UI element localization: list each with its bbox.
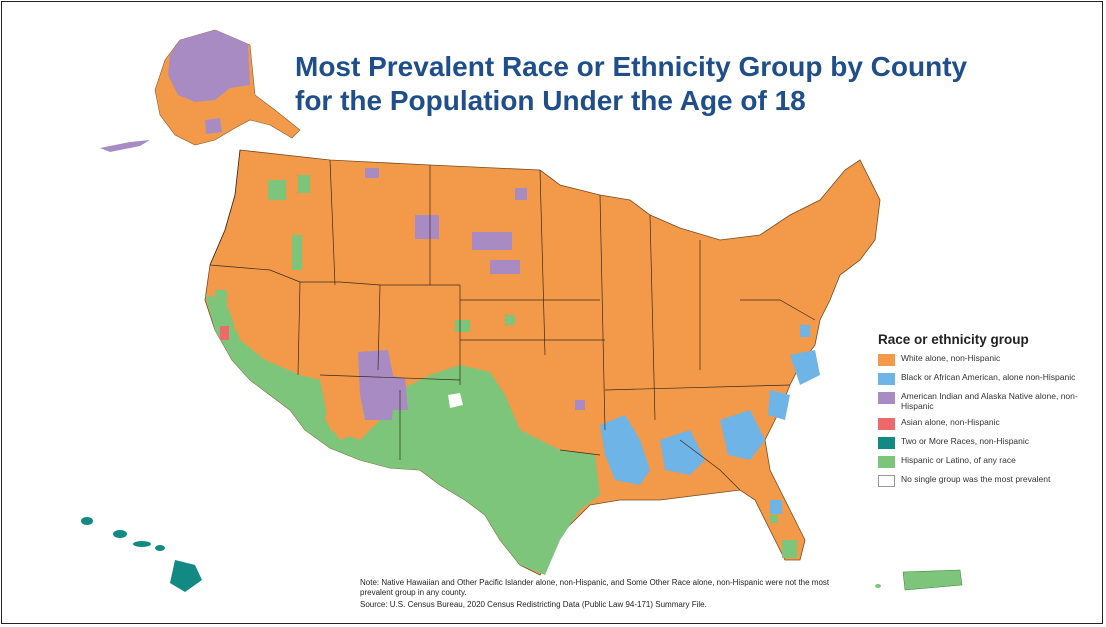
- legend-swatch-black: [878, 373, 895, 385]
- legend-label-two-or-more: Two or More Races, non-Hispanic: [901, 436, 1030, 446]
- legend-swatch-aian: [878, 392, 895, 404]
- legend-item-hispanic: Hispanic or Latino, of any race: [878, 455, 1098, 468]
- note-text: Note: Native Hawaiian and Other Pacific …: [360, 578, 830, 597]
- source-text: Source: U.S. Census Bureau, 2020 Census …: [360, 600, 707, 609]
- title-line-2: for the Population Under the Age of 18: [295, 85, 806, 116]
- legend-swatch-none: [878, 475, 895, 487]
- legend-swatch-white: [878, 354, 895, 366]
- title-line-1: Most Prevalent Race or Ethnicity Group b…: [295, 51, 968, 82]
- contiguous-us: [204, 149, 881, 576]
- legend-label-none: No single group was the most prevalent: [901, 474, 1051, 484]
- legend-item-none: No single group was the most prevalent: [878, 474, 1098, 487]
- map-title: Most Prevalent Race or Ethnicity Group b…: [295, 50, 1055, 118]
- puerto-rico-region: [875, 569, 963, 591]
- legend-swatch-hispanic: [878, 456, 895, 468]
- legend-label-white: White alone, non-Hispanic: [901, 353, 1001, 363]
- legend-title: Race or ethnicity group: [878, 332, 1029, 347]
- legend-item-aian: American Indian and Alaska Native alone,…: [878, 391, 1098, 411]
- legend-label-black: Black or African American, alone non-His…: [901, 372, 1076, 382]
- legend-item-asian: Asian alone, non-Hispanic: [878, 417, 1098, 430]
- legend-item-black: Black or African American, alone non-His…: [878, 372, 1098, 385]
- legend-item-white: White alone, non-Hispanic: [878, 353, 1098, 366]
- legend-label-hispanic: Hispanic or Latino, of any race: [901, 455, 1016, 465]
- legend-swatch-asian: [878, 418, 895, 430]
- alaska-region: [100, 29, 301, 152]
- legend: Race or ethnicity group White alone, non…: [878, 332, 1098, 493]
- legend-swatch-two-or-more: [878, 437, 895, 449]
- legend-item-two-or-more: Two or More Races, non-Hispanic: [878, 436, 1098, 449]
- legend-label-aian: American Indian and Alaska Native alone,…: [901, 391, 1078, 411]
- hawaii-region: [81, 517, 202, 592]
- legend-label-asian: Asian alone, non-Hispanic: [901, 417, 1000, 427]
- footnote: Note: Native Hawaiian and Other Pacific …: [360, 578, 830, 610]
